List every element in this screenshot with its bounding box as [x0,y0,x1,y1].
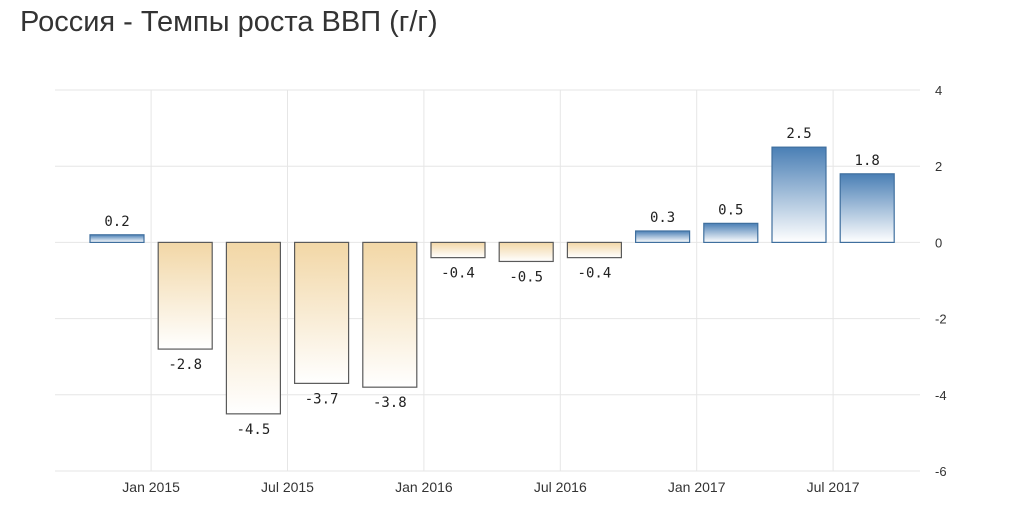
y-tick-label: 4 [935,83,942,98]
y-tick-label: -2 [935,312,947,327]
x-tick-label: Jul 2015 [261,479,314,495]
y-tick-label: 2 [935,159,942,174]
bar [294,241,350,384]
data-label: -3.8 [373,395,407,411]
bar [771,146,827,243]
bar [634,230,691,244]
bar [566,241,623,259]
data-label: 1.8 [855,153,880,169]
data-label: -3.7 [305,391,339,407]
bar [839,173,895,244]
x-tick-label: Jan 2017 [668,479,726,495]
data-label: -0.4 [578,266,612,282]
bar [157,241,213,350]
bar [362,241,418,388]
bars-layer [89,146,895,415]
y-tick-label: -6 [935,464,947,479]
x-tick-label: Jul 2017 [807,479,860,495]
data-label: 2.5 [786,126,811,142]
data-label: -0.4 [441,266,475,282]
y-tick-label: -4 [935,388,947,403]
chart-title: Россия - Темпы роста ВВП (г/г) [20,6,438,38]
data-label: -0.5 [509,269,543,285]
data-label: 0.5 [718,202,743,218]
bar [225,241,281,415]
y-tick-label: 0 [935,235,942,250]
x-tick-label: Jan 2016 [395,479,453,495]
axis-layer: 4 2 0 -2 -4 -6 Jan 2015 Jul 2015 Jan 2016 Jul 201… [122,83,946,495]
x-tick-label: Jan 2015 [122,479,180,495]
labels-layer: 0.2 -2.8 -4.5 -3.7 -3.8 -0.4 -0.5 -0.4 0.3 0.5 2.5… [104,126,879,438]
data-label: -2.8 [168,357,202,373]
bar [498,241,554,263]
bar [430,241,486,259]
x-tick-label: Jul 2016 [534,479,587,495]
data-label: 0.2 [104,214,129,230]
data-label: -4.5 [237,422,271,438]
bar [89,234,145,243]
bar [703,222,759,244]
data-label: 0.3 [650,210,675,226]
